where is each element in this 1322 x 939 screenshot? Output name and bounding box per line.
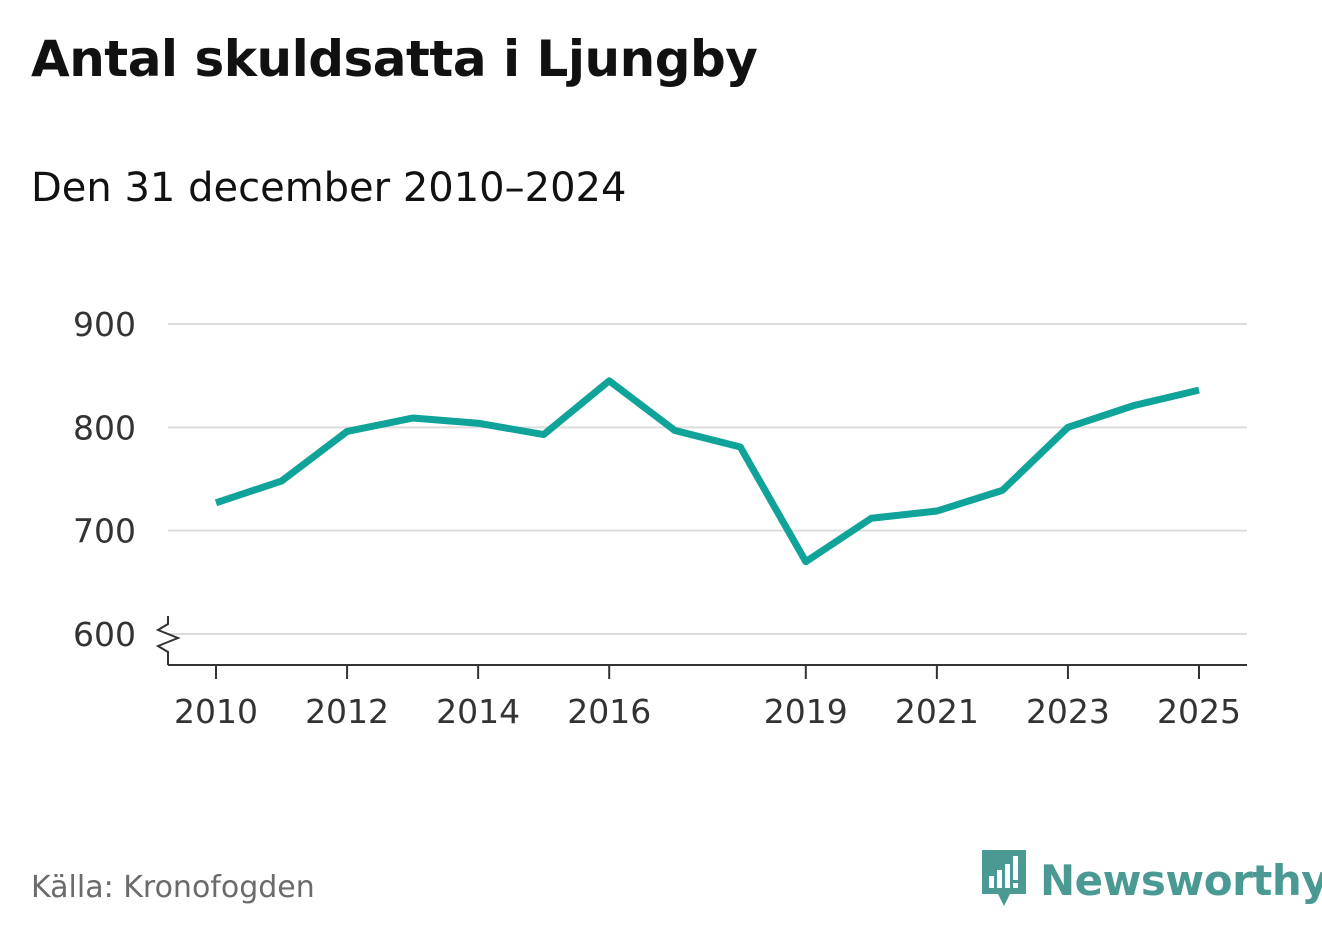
- series-line-0: [214, 377, 1200, 566]
- x-tick-label-2025: 2025: [1157, 692, 1241, 731]
- y-tick-label-700: 700: [73, 512, 136, 551]
- chart-title: Antal skuldsatta i Ljungby: [31, 30, 758, 88]
- axis-break-zigzag: [155, 616, 181, 665]
- x-tick-label-2023: 2023: [1026, 692, 1110, 731]
- x-tick-label-2012: 2012: [305, 692, 389, 731]
- brand-logo[interactable]: Newsworthy: [980, 848, 1322, 912]
- y-tick-label-600: 600: [73, 615, 136, 654]
- y-axis-tick-labels: 600 700 800 900: [73, 305, 136, 654]
- x-tick-label-2019: 2019: [764, 692, 848, 731]
- source-note: Källa: Kronofogden: [31, 870, 315, 905]
- x-axis: [167, 651, 1247, 679]
- x-tick-label-2021: 2021: [895, 692, 979, 731]
- gridlines: [168, 323, 1247, 635]
- x-tick-label-2016: 2016: [567, 692, 651, 731]
- x-tick-label-2010: 2010: [174, 692, 258, 731]
- y-tick-label-800: 800: [73, 408, 136, 447]
- brand-name: Newsworthy: [1040, 855, 1322, 905]
- chart-subtitle: Den 31 december 2010–2024: [31, 165, 627, 211]
- series-lines: [214, 377, 1200, 566]
- x-axis-tick-labels: 2010 2012 2014 2016 2019 2021 2023 2025: [174, 692, 1241, 731]
- y-tick-label-900: 900: [73, 305, 136, 344]
- y-axis-break-icon: [155, 616, 181, 665]
- x-tick-label-2014: 2014: [436, 692, 520, 731]
- bar-chart-speech-bubble-icon: [980, 848, 1028, 912]
